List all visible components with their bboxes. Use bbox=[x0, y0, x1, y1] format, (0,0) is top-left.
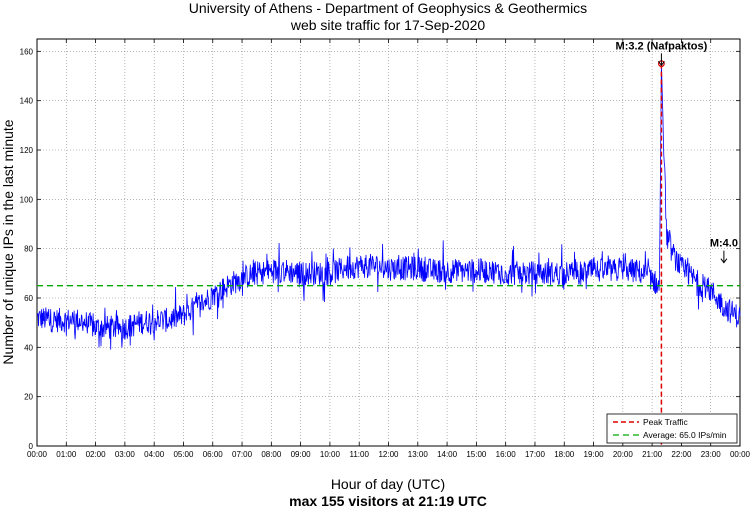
x-tick-label: 19:00 bbox=[584, 450, 605, 459]
x-tick-label: 00:00 bbox=[27, 450, 48, 459]
grid-lines bbox=[37, 39, 740, 446]
x-tick-label: 21:00 bbox=[642, 450, 663, 459]
legend-box bbox=[606, 413, 738, 444]
x-tick-label: 05:00 bbox=[173, 450, 194, 459]
annotation-nafpaktos: M:3.2 (Nafpaktos) bbox=[616, 40, 708, 52]
legend-average-label: Average: 65.0 IPs/min bbox=[643, 430, 727, 440]
x-tick-label: 09:00 bbox=[291, 450, 312, 459]
x-tick-label: 20:00 bbox=[613, 450, 634, 459]
x-tick-label: 16:00 bbox=[496, 450, 517, 459]
x-tick-label: 22:00 bbox=[671, 450, 692, 459]
x-tick-label: 12:00 bbox=[378, 450, 399, 459]
y-axis-ticks: 0 20 40 60 80 100 120 140 160 bbox=[20, 47, 740, 451]
x-tick-label: 00:00 bbox=[730, 450, 750, 459]
y-tick-label: 100 bbox=[20, 195, 34, 204]
y-tick-label: 40 bbox=[24, 343, 33, 352]
y-tick-label: 80 bbox=[24, 245, 33, 254]
x-tick-label: 07:00 bbox=[232, 450, 253, 459]
y-tick-label: 140 bbox=[20, 97, 34, 106]
x-tick-label: 02:00 bbox=[86, 450, 107, 459]
x-axis-label: Hour of day (UTC) bbox=[331, 476, 445, 492]
x-tick-label: 15:00 bbox=[466, 450, 487, 459]
annotation-m40: M:4.0 bbox=[710, 238, 738, 250]
x-tick-label: 10:00 bbox=[320, 450, 341, 459]
traffic-series-line bbox=[36, 63, 741, 350]
legend: Peak Traffic Average: 65.0 IPs/min bbox=[606, 413, 738, 444]
x-axis-sublabel: max 155 visitors at 21:19 UTC bbox=[289, 493, 487, 509]
y-tick-label: 20 bbox=[24, 393, 33, 402]
x-tick-label: 08:00 bbox=[261, 450, 282, 459]
x-tick-label: 14:00 bbox=[437, 450, 458, 459]
y-tick-label: 120 bbox=[20, 146, 34, 155]
chart-title-line-1: University of Athens - Department of Geo… bbox=[189, 0, 587, 16]
chart-title-line-2: web site traffic for 17-Sep-2020 bbox=[290, 17, 486, 33]
x-tick-label: 11:00 bbox=[349, 450, 369, 459]
x-tick-label: 18:00 bbox=[554, 450, 575, 459]
annotation-nafpaktos-arrowhead bbox=[658, 61, 665, 67]
x-tick-label: 23:00 bbox=[701, 450, 722, 459]
y-tick-label: 160 bbox=[20, 47, 34, 56]
x-tick-label: 04:00 bbox=[144, 450, 165, 459]
x-axis-ticks: 00:00 01:00 02:00 03:00 04:00 05:00 06:00 07:00… bbox=[27, 39, 750, 459]
x-tick-label: 13:00 bbox=[408, 450, 429, 459]
y-tick-label: 60 bbox=[24, 294, 33, 303]
annotation-m40-arrowhead bbox=[720, 258, 728, 264]
x-tick-label: 03:00 bbox=[115, 450, 136, 459]
x-tick-label: 17:00 bbox=[525, 450, 546, 459]
y-axis-label: Number of unique IPs in the last minute bbox=[0, 119, 16, 364]
y-tick-label: 0 bbox=[29, 442, 34, 451]
legend-peak-label: Peak Traffic bbox=[643, 417, 688, 427]
x-tick-label: 01:00 bbox=[56, 450, 77, 459]
x-tick-label: 06:00 bbox=[203, 450, 224, 459]
